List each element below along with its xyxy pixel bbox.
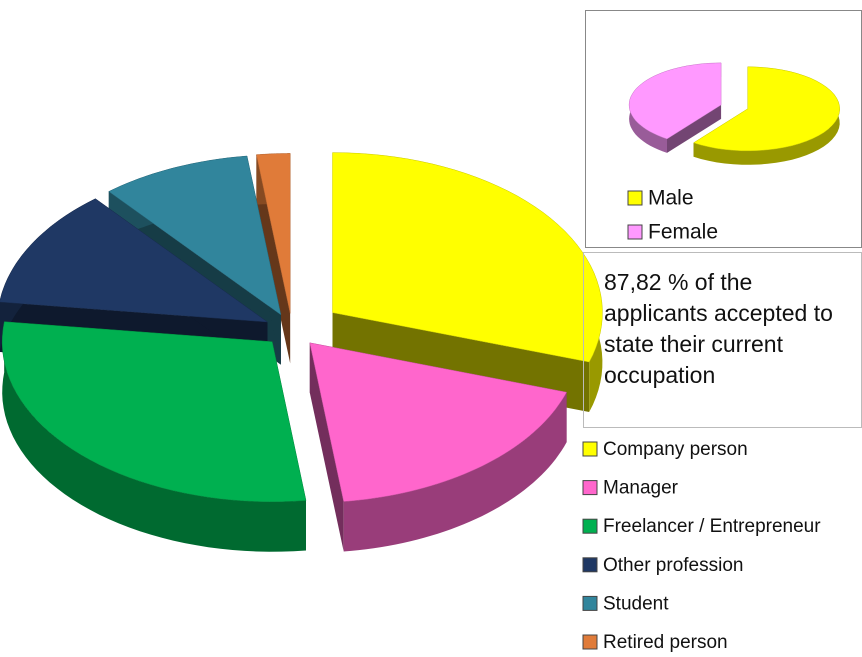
slice [1,321,307,502]
slice [256,153,291,314]
legend-swatch [582,557,598,573]
legend-swatch [582,595,598,611]
legend-label: Student [603,593,669,614]
legend-swatch [582,518,598,534]
legend-label: Other profession [603,555,743,576]
legend-swatch [582,634,598,650]
legend-label: Male [648,187,694,210]
legend-swatch [627,224,643,240]
slice [309,342,567,502]
slice [693,66,840,152]
legend-swatch [582,480,598,496]
legend-label: Retired person [603,632,728,653]
slice-side [667,104,722,153]
slice [0,198,269,323]
slice [628,62,722,140]
legend-label: Manager [603,478,679,499]
slice-wall [2,321,306,552]
slice-wall [693,66,840,165]
annotation: 87,82 % of the applicants accepted to st… [583,252,862,428]
slice-side [309,342,344,552]
legend-label: Freelancer / Entrepreneur [603,516,821,537]
inset-frame [585,10,862,248]
legend-label: Female [648,221,718,244]
slice [108,155,282,316]
slice [332,152,603,363]
legend-swatch [627,190,643,206]
slice-side [256,154,291,364]
legend-label: Company person [603,439,748,460]
slice-wall [343,392,567,552]
legend-swatch [582,441,598,457]
